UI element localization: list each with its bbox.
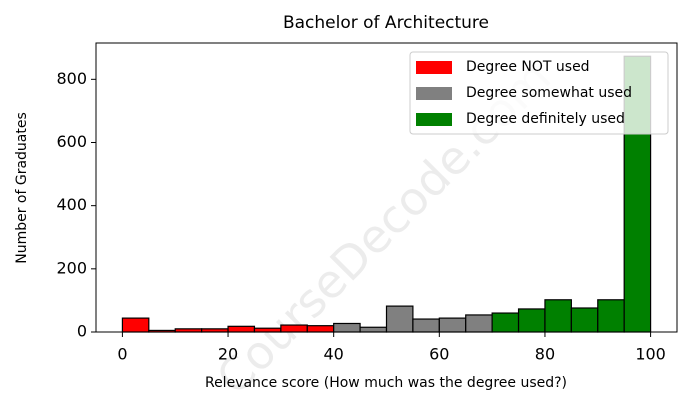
- legend-label: Degree somewhat used: [466, 85, 632, 101]
- chart-title: Bachelor of Architecture: [283, 13, 489, 33]
- legend-swatch: [416, 87, 452, 100]
- bar: [465, 314, 493, 333]
- legend-swatch: [416, 61, 452, 74]
- x-tick-label: 20: [218, 345, 238, 364]
- bar: [544, 299, 572, 333]
- y-tick-label: 200: [56, 258, 87, 277]
- bar: [227, 325, 256, 333]
- bar: [333, 322, 361, 333]
- bar: [306, 325, 335, 333]
- y-axis-label: Number of Graduates: [14, 112, 30, 264]
- bar: [253, 327, 282, 333]
- bar: [280, 324, 308, 333]
- bar: [412, 318, 440, 333]
- x-tick-label: 80: [535, 345, 555, 364]
- x-tick-label: 40: [324, 345, 344, 364]
- legend-label: Degree NOT used: [466, 59, 590, 75]
- y-tick-label: 800: [56, 69, 87, 88]
- bar: [359, 326, 388, 333]
- legend-box: [409, 51, 669, 135]
- legend-swatch: [416, 113, 452, 126]
- legend-label: Degree definitely used: [466, 111, 625, 127]
- bar: [570, 307, 599, 333]
- plot-frame: [95, 42, 678, 333]
- bar: [517, 308, 546, 333]
- bar: [491, 312, 520, 333]
- x-axis-label: Relevance score (How much was the degree…: [205, 375, 567, 391]
- y-tick-label: 400: [56, 195, 87, 214]
- y-tick-label: 600: [56, 132, 87, 151]
- x-tick-label: 100: [635, 345, 666, 364]
- bar: [385, 305, 414, 333]
- bar: [438, 317, 467, 333]
- x-tick-label: 60: [429, 345, 449, 364]
- bar: [597, 299, 625, 333]
- y-tick-label: 0: [77, 322, 87, 341]
- bar: [121, 317, 150, 333]
- x-tick-label: 0: [117, 345, 127, 364]
